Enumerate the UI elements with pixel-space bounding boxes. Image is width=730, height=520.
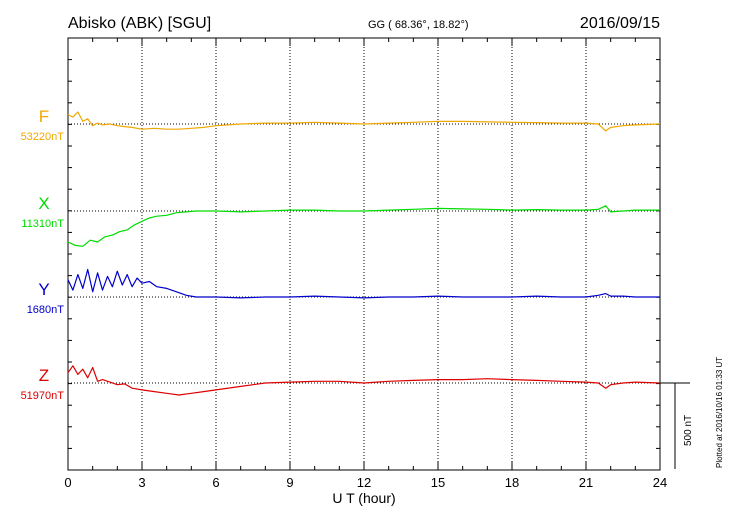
x-tick-label: 0 bbox=[64, 475, 71, 490]
baseline-value-z: 51970nT bbox=[21, 390, 65, 402]
baseline-value-y: 1680nT bbox=[27, 304, 65, 316]
plotted-note: Plotted at 2016/10/16 01:33 UT bbox=[715, 357, 724, 468]
x-tick-label: 3 bbox=[138, 475, 145, 490]
series-line-x bbox=[67, 205, 660, 247]
label-layer: F 53220nT X 11310nT Y 1680nT Z 51970nT bbox=[21, 107, 65, 402]
plot-date: 2016/09/15 bbox=[580, 15, 660, 32]
series-line-y bbox=[67, 268, 660, 299]
component-label-z: Z bbox=[39, 366, 49, 385]
series-layer bbox=[67, 111, 661, 396]
scale-bar-label: 500 nT bbox=[683, 415, 694, 446]
x-tick-label: 18 bbox=[505, 475, 519, 490]
station-title: Abisko (ABK) [SGU] bbox=[68, 15, 211, 32]
x-tick-label: 21 bbox=[579, 475, 593, 490]
scale-bar: 500 nT bbox=[660, 382, 694, 469]
series-line-z bbox=[67, 365, 661, 396]
x-tick-label: 6 bbox=[212, 475, 219, 490]
x-tick-label: 12 bbox=[357, 475, 371, 490]
component-label-x: X bbox=[38, 194, 49, 213]
baseline-value-f: 53220nT bbox=[21, 131, 65, 143]
component-label-y: Y bbox=[38, 280, 49, 299]
component-label-f: F bbox=[39, 107, 49, 126]
station-coordinates: GG ( 68.36°, 18.82°) bbox=[368, 19, 469, 31]
series-line-f bbox=[67, 111, 661, 132]
tick-layer: 0 3 6 9 12 15 18 21 24 bbox=[64, 38, 667, 490]
x-axis-label: U T (hour) bbox=[332, 490, 395, 506]
grid-layer bbox=[141, 38, 587, 470]
baseline-value-x: 11310nT bbox=[21, 218, 64, 230]
x-tick-label: 24 bbox=[653, 475, 667, 490]
x-tick-label: 15 bbox=[431, 475, 445, 490]
x-tick-label: 9 bbox=[286, 475, 293, 490]
